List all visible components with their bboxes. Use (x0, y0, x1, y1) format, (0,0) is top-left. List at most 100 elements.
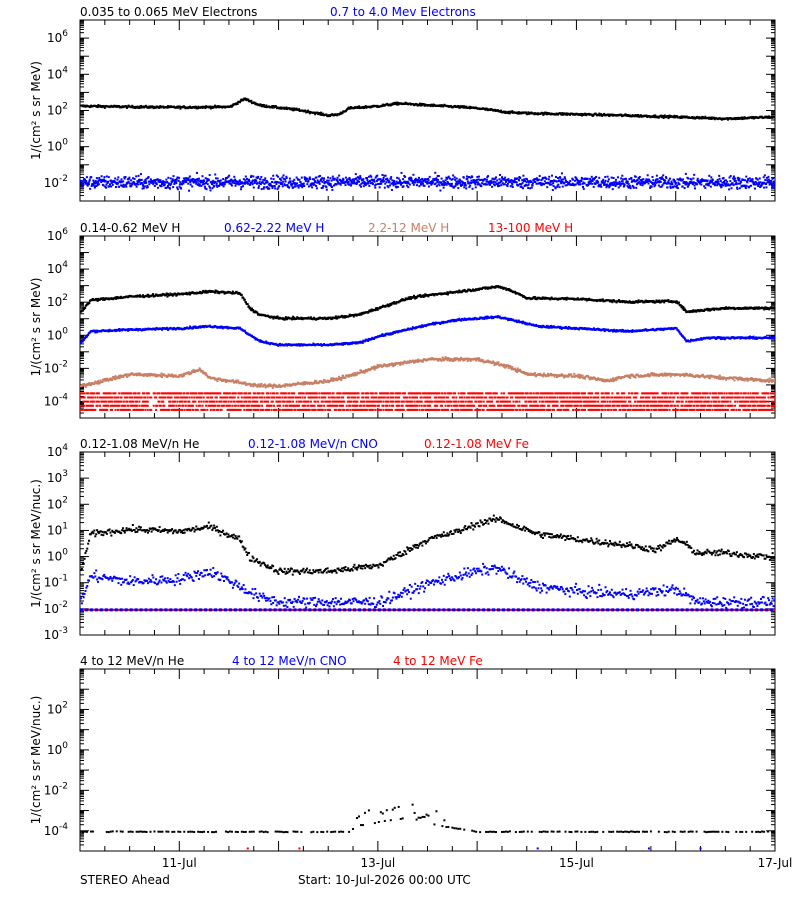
data-point (527, 187, 530, 190)
data-point (285, 106, 288, 109)
data-point (379, 182, 382, 185)
data-point (282, 174, 285, 177)
data-point (433, 177, 436, 180)
data-point (734, 179, 737, 182)
data-point (169, 292, 172, 295)
data-point (263, 182, 266, 185)
data-point (286, 184, 289, 187)
data-point (402, 178, 405, 181)
data-point (769, 182, 772, 185)
data-point (644, 179, 647, 182)
data-point (757, 185, 760, 188)
data-point (356, 105, 359, 108)
data-marks (80, 97, 775, 192)
data-point (81, 309, 84, 312)
data-point (774, 306, 775, 309)
data-point (487, 175, 490, 178)
data-point (319, 113, 322, 116)
data-point (190, 326, 193, 329)
data-point (752, 307, 755, 310)
data-point (361, 181, 364, 184)
data-point (173, 181, 176, 184)
data-point (244, 182, 247, 185)
data-point (204, 177, 207, 180)
data-point (711, 178, 714, 181)
data-point (665, 177, 668, 180)
data-point (668, 177, 671, 180)
data-point (451, 178, 454, 181)
data-point (669, 185, 672, 188)
data-point (593, 178, 596, 181)
data-point (504, 287, 507, 290)
data-point (770, 179, 773, 182)
data-point (142, 187, 145, 190)
data-point (84, 307, 87, 310)
data-point (551, 180, 554, 183)
data-point (499, 110, 502, 113)
data-point (655, 178, 658, 181)
data-point (729, 175, 732, 178)
data-point (404, 175, 407, 178)
data-point (204, 289, 207, 292)
data-point (348, 313, 351, 316)
data-point (664, 181, 667, 184)
data-point (151, 181, 154, 184)
data-point (396, 101, 399, 104)
data-point (647, 182, 650, 185)
data-point (308, 110, 311, 113)
data-point (587, 181, 590, 184)
data-point (140, 105, 143, 108)
data-point (355, 183, 358, 186)
data-point (426, 180, 429, 183)
data-point (418, 294, 421, 297)
data-point (262, 187, 265, 190)
data-point (200, 105, 203, 108)
data-point (446, 177, 449, 180)
data-point (210, 181, 213, 184)
data-point (169, 184, 172, 187)
data-point (655, 174, 658, 177)
data-point (434, 182, 437, 185)
data-point (281, 185, 284, 188)
data-point (352, 315, 355, 318)
data-point (367, 310, 370, 313)
data-point (231, 292, 234, 295)
data-point (442, 186, 445, 189)
data-point (234, 103, 237, 106)
data-point (251, 183, 254, 186)
data-point (319, 174, 322, 177)
data-point (108, 185, 111, 188)
data-point (738, 187, 741, 190)
data-point (695, 183, 698, 186)
data-point (668, 182, 671, 185)
data-point (630, 176, 633, 179)
data-point (526, 184, 529, 187)
data-point (580, 179, 583, 182)
data-point (601, 299, 604, 302)
data-point (136, 180, 139, 183)
data-point (696, 177, 699, 180)
data-point (580, 114, 583, 117)
data-point (201, 291, 204, 294)
data-point (605, 185, 608, 188)
data-point (199, 179, 202, 182)
data-point (539, 182, 542, 185)
data-point (204, 187, 207, 190)
data-point (246, 303, 249, 306)
data-point (751, 115, 754, 118)
data-point (733, 178, 736, 181)
data-point (107, 180, 110, 183)
data-point (272, 104, 275, 107)
y-tick-label: 104 (47, 65, 68, 81)
data-point (485, 183, 488, 186)
data-point (745, 175, 748, 178)
data-point (311, 182, 314, 185)
data-point (637, 299, 640, 302)
data-point (491, 177, 494, 180)
data-point (325, 186, 328, 189)
data-point (655, 299, 658, 302)
data-point (759, 181, 762, 184)
data-point (417, 176, 420, 179)
data-point (284, 178, 287, 181)
